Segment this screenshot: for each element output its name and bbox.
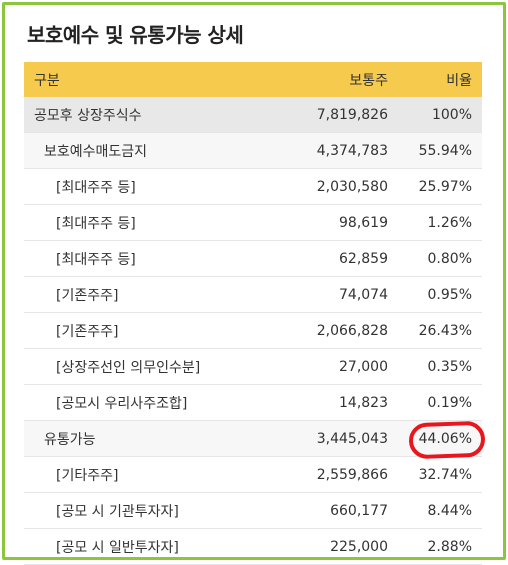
- row-ratio: 8.44%: [427, 502, 472, 519]
- table-header-row: 구분 보통주 비율: [24, 62, 482, 97]
- row-shares: 2,559,866: [316, 466, 388, 483]
- table-row: 공모후 상장주식수 7,819,826 100%: [24, 97, 482, 133]
- row-label: [공모 시 일반투자자]: [56, 539, 179, 556]
- table-row: [공모시 우리사주조합] 14,823 0.19%: [24, 385, 482, 421]
- row-shares: 3,445,043: [274, 420, 398, 457]
- row-shares: 660,177: [330, 502, 388, 519]
- table-row: [기존주주] 74,074 0.95%: [24, 277, 482, 313]
- row-shares: 62,859: [339, 250, 388, 267]
- table-row: 유통가능 3,445,043 44.06%: [24, 420, 486, 459]
- highlighted-ratio: 44.06%: [418, 430, 472, 447]
- row-ratio: 26.43%: [418, 322, 472, 339]
- row-shares: 2,066,828: [316, 322, 388, 339]
- row-label: [상장주선인 의무인수분]: [56, 359, 201, 376]
- table-row: 보호예수매도금지 4,374,783 55.94%: [24, 132, 482, 169]
- table-row: [기타주주] 2,559,866 32.74%: [24, 457, 482, 493]
- row-shares: 98,619: [339, 214, 388, 231]
- row-ratio: 2.88%: [427, 538, 472, 555]
- row-ratio: 0.95%: [427, 286, 472, 303]
- table-row: [상장주선인 의무인수분] 27,000 0.35%: [24, 349, 482, 385]
- row-label: [최대주주 등]: [56, 251, 136, 268]
- row-ratio: 100%: [398, 97, 482, 133]
- row-label: 공모후 상장주식수: [24, 97, 274, 133]
- row-ratio: 0.19%: [427, 394, 472, 411]
- table-row: [공모 시 기관투자자] 660,177 8.44%: [24, 493, 482, 529]
- row-ratio: 1.26%: [427, 214, 472, 231]
- table-row: [최대주주 등] 98,619 1.26%: [24, 205, 482, 241]
- row-ratio: 55.94%: [398, 132, 482, 169]
- row-label: [공모시 우리사주조합]: [56, 395, 188, 412]
- row-ratio: 0.80%: [427, 250, 472, 267]
- row-shares: 225,000: [330, 538, 388, 555]
- row-ratio: 32.74%: [418, 466, 472, 483]
- row-label: [최대주주 등]: [56, 215, 136, 232]
- row-label: 보호예수매도금지: [24, 132, 274, 169]
- row-shares: 4,374,783: [274, 132, 398, 169]
- row-shares: 14,823: [339, 394, 388, 411]
- lockup-table: 구분 보통주 비율 공모후 상장주식수 7,819,826 100% 보호예수매도금지…: [24, 62, 486, 565]
- row-ratio: 0.35%: [427, 358, 472, 375]
- row-shares: 7,819,826: [274, 97, 398, 133]
- row-label: [공모 시 기관투자자]: [56, 503, 179, 520]
- row-ratio: 25.97%: [418, 178, 472, 195]
- table-row: [최대주주 등] 62,859 0.80%: [24, 241, 482, 277]
- table-row: [최대주주 등] 2,030,580 25.97%: [24, 169, 482, 205]
- page-title: 보호예수 및 유통가능 상세: [27, 23, 244, 47]
- row-label: [최대주주 등]: [56, 179, 136, 196]
- table-row: [공모 시 일반투자자] 225,000 2.88%: [24, 529, 482, 565]
- row-label: 유통가능: [24, 420, 274, 457]
- row-label: [기존주주]: [56, 323, 119, 340]
- row-ratio: 44.06%: [398, 420, 486, 459]
- column-header-shares: 보통주: [274, 62, 398, 97]
- table-row: [기존주주] 2,066,828 26.43%: [24, 313, 482, 349]
- row-shares: 27,000: [339, 358, 388, 375]
- row-label: [기존주주]: [56, 287, 119, 304]
- column-header-ratio: 비율: [398, 62, 482, 97]
- row-shares: 74,074: [339, 286, 388, 303]
- row-shares: 2,030,580: [316, 178, 388, 195]
- row-label: [기타주주]: [56, 467, 119, 484]
- column-header-category: 구분: [24, 62, 274, 97]
